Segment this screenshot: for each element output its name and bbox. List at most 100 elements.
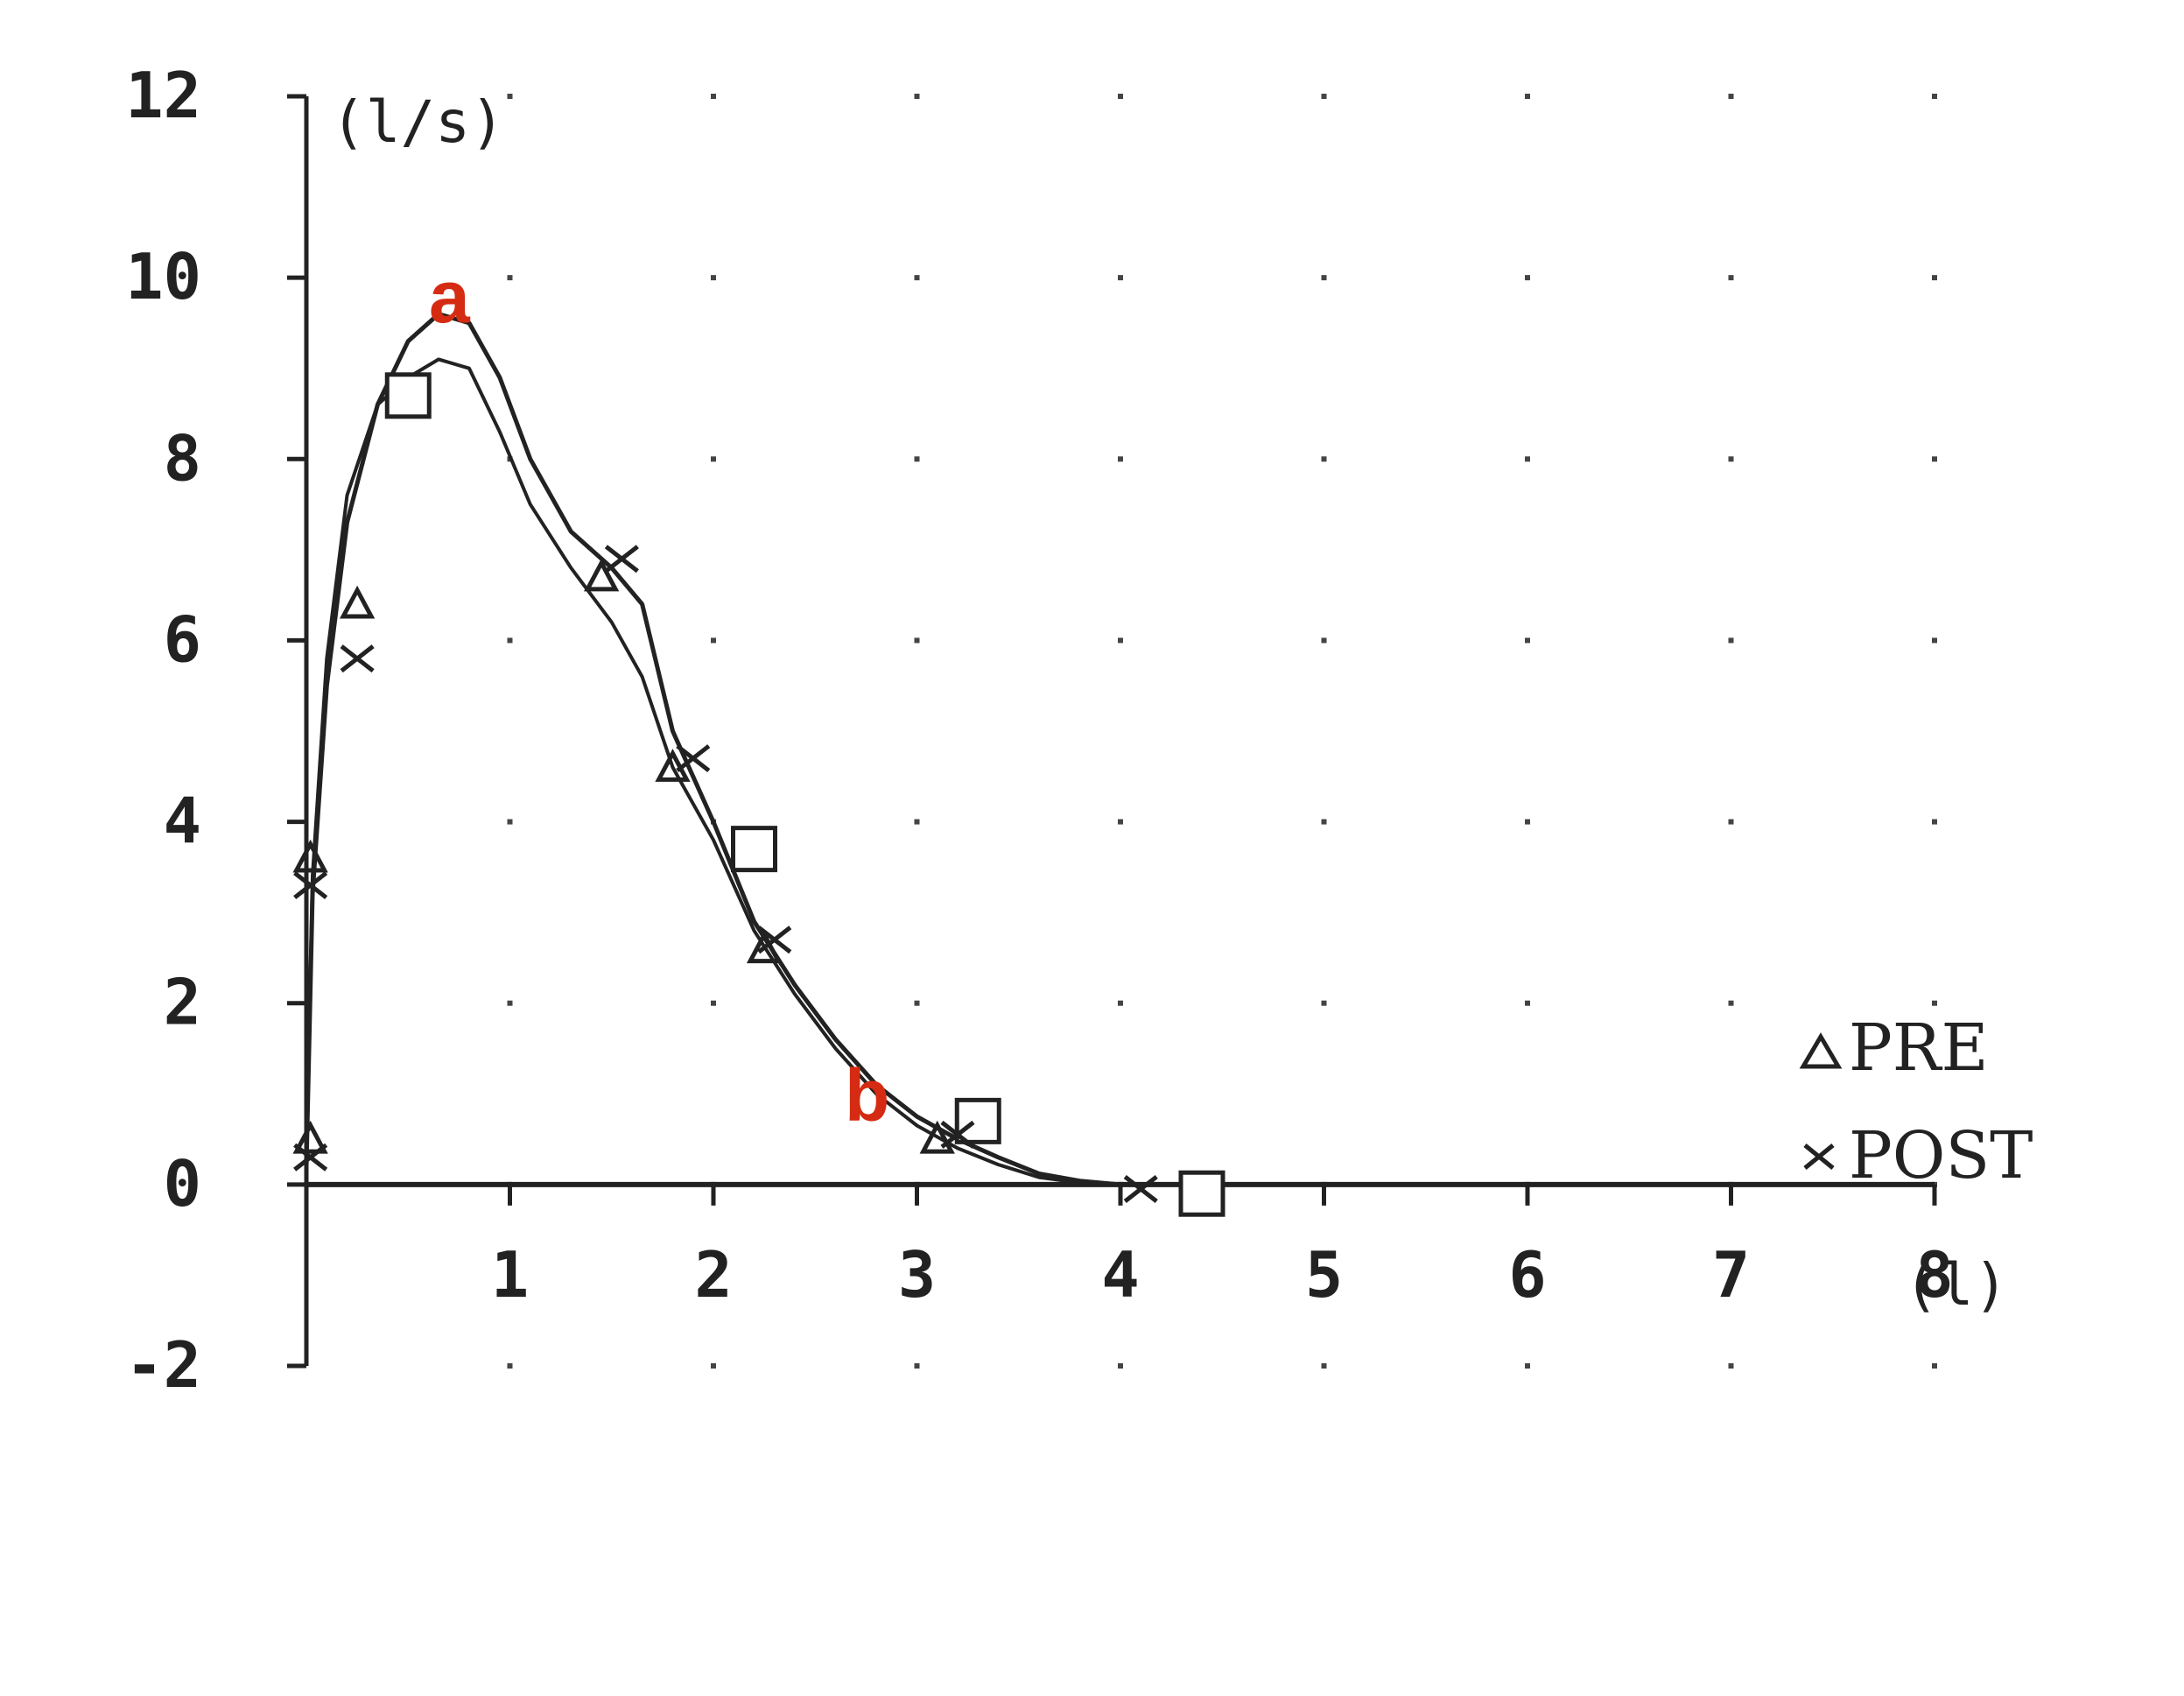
grid-dot: [711, 637, 716, 644]
series-line-post: [304, 312, 1121, 1187]
y-tick-label: 2: [164, 966, 201, 1039]
grid-dot: [914, 819, 920, 825]
post-cross-marker: [1123, 1175, 1158, 1204]
grid-dot: [1118, 1363, 1123, 1369]
grid-dot: [1728, 1363, 1734, 1369]
grid-dot: [1728, 275, 1734, 281]
grid-dot: [1118, 819, 1123, 825]
grid-dot: [1932, 819, 1937, 825]
post-cross-stroke: [757, 925, 792, 954]
legend-label-post: POST: [1849, 1118, 2033, 1193]
grid-dot: [1525, 1000, 1530, 1006]
grid-dot: [914, 94, 920, 99]
grid-dot: [1118, 1000, 1123, 1006]
grid-dot: [914, 1000, 920, 1006]
y-tick-label: 0: [164, 1147, 201, 1221]
grid-dot: [1932, 1363, 1937, 1369]
grid-dot: [711, 1363, 716, 1369]
grid-dot: [1321, 94, 1327, 99]
y-tick-label: -2: [125, 1328, 201, 1402]
grid-dot: [914, 456, 920, 462]
grid-dot: [1932, 94, 1937, 99]
x-tick-label: 2: [694, 1238, 732, 1312]
post-cross-stroke: [1123, 1175, 1158, 1204]
legend: PRE POST: [1799, 1010, 2033, 1193]
grid-dot: [1728, 1000, 1734, 1006]
grid-dot: [507, 637, 513, 644]
y-tick-labels: 12 10 8 6 4 2 0 -2: [125, 59, 201, 1402]
grid-dot: [914, 275, 920, 281]
grid-dot: [711, 275, 716, 281]
grid-dot: [1525, 94, 1530, 99]
pre-triangle-marker: [583, 558, 620, 592]
grid-dot: [1525, 456, 1530, 462]
grid-dot: [1728, 637, 1734, 644]
pre-triangle-marker: [292, 1120, 328, 1154]
predicted-square-marker: [731, 826, 777, 873]
y-unit-label: (l/s): [331, 88, 505, 156]
grid-dot: [1932, 456, 1937, 462]
post-cross-marker: [293, 871, 328, 900]
grid-dot: [1728, 94, 1734, 99]
post-cross-stroke: [293, 871, 328, 900]
grid-dot: [1525, 819, 1530, 825]
grid-dot: [1932, 275, 1937, 281]
x-tick-label: 8: [1915, 1238, 1953, 1312]
grid-dot: [711, 1000, 716, 1006]
grid-dot: [1118, 275, 1123, 281]
y-tick-label: 4: [164, 785, 201, 858]
x-unit-label: (l): [1904, 1251, 2008, 1319]
post-cross-stroke: [940, 1120, 975, 1149]
post-cross-stroke: [340, 644, 375, 673]
pre-triangle-marker: [746, 930, 783, 964]
post-cross-marker: [293, 1143, 328, 1172]
grid-dot: [1525, 275, 1530, 281]
grid-dot: [1118, 94, 1123, 99]
annotation-b: b: [845, 1054, 889, 1137]
grid-dot: [914, 637, 920, 644]
x-tick-label: 7: [1712, 1238, 1750, 1312]
post-cross-marker: [340, 644, 375, 673]
pre-triangle-marker: [919, 1120, 955, 1154]
legend-triangle-icon: [1799, 1032, 1843, 1069]
grid-dot: [1321, 819, 1327, 825]
grid-dot: [507, 94, 513, 99]
x-tick-label: 6: [1508, 1238, 1546, 1312]
grid-dot: [711, 456, 716, 462]
x-tick-label: 4: [1101, 1238, 1139, 1312]
legend-cross-icon: [1803, 1144, 1835, 1170]
grid-dot: [1525, 1363, 1530, 1369]
grid-dot: [1932, 1000, 1937, 1006]
grid-dot: [711, 94, 716, 99]
x-tick-labels: 1 2 3 4 5 6 7 8: [491, 1238, 1954, 1312]
data-markers: [292, 372, 1225, 1217]
grid-dot: [1321, 275, 1327, 281]
axes: [287, 94, 1937, 1369]
grid-dot: [1321, 637, 1327, 644]
series-line-pre: [305, 357, 1121, 1186]
pre-triangle-marker: [339, 585, 376, 619]
grid-dot: [1525, 637, 1530, 644]
predicted-square-marker: [1178, 1170, 1225, 1217]
grid-dot: [507, 275, 513, 281]
y-tick-label: 6: [164, 602, 201, 676]
legend-label-pre: PRE: [1849, 1010, 1989, 1086]
grid-dot: [914, 1363, 920, 1369]
post-cross-stroke: [604, 545, 639, 574]
x-tick-label: 1: [491, 1238, 529, 1312]
grid-dot: [1728, 456, 1734, 462]
grid-dot: [1118, 456, 1123, 462]
grid-dot: [507, 819, 513, 825]
post-cross-marker: [676, 744, 711, 773]
grid-dot: [507, 1000, 513, 1006]
post-cross-marker: [757, 925, 792, 954]
grid-dot: [1321, 1363, 1327, 1369]
post-cross-marker: [604, 545, 639, 574]
annotation-a: a: [429, 256, 471, 338]
post-cross-stroke: [293, 1143, 328, 1172]
predicted-square-marker: [384, 372, 432, 419]
grid-dot: [1321, 1000, 1327, 1006]
grid-dot: [1932, 637, 1937, 644]
series-lines: [304, 312, 1121, 1187]
